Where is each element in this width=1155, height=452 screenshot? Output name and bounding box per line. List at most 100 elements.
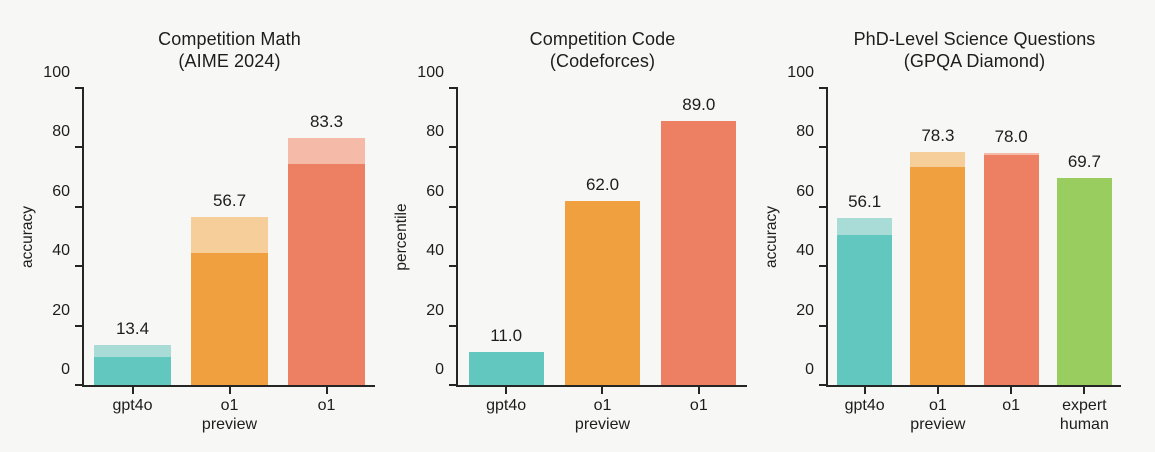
chart-gpqa-diamond: PhD-Level Science Questions (GPQA Diamond… bbox=[760, 0, 1155, 452]
y-tick-label: 80 bbox=[52, 123, 70, 141]
bar-total-o1 bbox=[288, 137, 365, 385]
chart-title-line1: PhD-Level Science Questions bbox=[853, 29, 1096, 49]
y-tick-label: 60 bbox=[426, 182, 444, 200]
bar-o1: 89.0 o1 bbox=[661, 88, 737, 414]
chart-title-line2: (AIME 2024) bbox=[178, 51, 281, 71]
bar-value-label: 69.7 bbox=[1067, 152, 1101, 171]
x-tick-label: o1 bbox=[1002, 396, 1020, 415]
chart-title-line1: Competition Math bbox=[158, 29, 301, 49]
bar-gpt4o: 13.4 gpt4o bbox=[94, 88, 171, 414]
bar-value-label: 56.7 bbox=[212, 190, 247, 210]
x-tick-mark bbox=[325, 387, 328, 394]
y-axis-label: percentile bbox=[393, 202, 410, 271]
x-tick-mark bbox=[505, 387, 508, 394]
chart-title: Competition Math (AIME 2024) bbox=[84, 28, 375, 72]
x-tick-label: o1 preview bbox=[910, 396, 965, 434]
bar-value-label: 13.4 bbox=[115, 319, 150, 339]
y-tick-mark bbox=[75, 265, 82, 268]
y-tick-mark bbox=[819, 205, 826, 208]
plot-area: 0 20 40 60 80 100 11.0 gpt4o 62.0 o1 preview 89.0 o1 bbox=[417, 65, 747, 433]
bar-solid-gpt4o bbox=[94, 357, 171, 385]
x-axis-line bbox=[456, 385, 747, 387]
bar-value-label: 83.3 bbox=[309, 111, 344, 131]
x-tick-label-line: preview bbox=[201, 416, 258, 433]
bar-value-label: 56.1 bbox=[848, 192, 882, 212]
x-tick-label-line: expert bbox=[1062, 397, 1107, 414]
y-tick-mark bbox=[819, 324, 826, 327]
x-tick-mark bbox=[1010, 387, 1013, 394]
y-tick-mark bbox=[449, 324, 456, 327]
y-tick-mark bbox=[449, 146, 456, 149]
bars-group: 56.1 gpt4o 78.3 o1 preview 78.0 o1 69.7 expert hu… bbox=[828, 88, 1121, 433]
y-tick-mark bbox=[819, 146, 826, 149]
bar-o1-preview: 56.7 o1 preview bbox=[191, 88, 268, 433]
bar-value-label: 78.3 bbox=[921, 126, 955, 146]
chart-title: PhD-Level Science Questions (GPQA Diamond… bbox=[828, 28, 1121, 72]
y-tick-mark bbox=[75, 324, 82, 327]
x-tick-label-line: gpt4o bbox=[844, 397, 885, 414]
x-tick-label-line: o1 bbox=[317, 397, 336, 414]
y-tick-label: 40 bbox=[426, 242, 444, 260]
x-tick-label-line: o1 bbox=[1002, 397, 1021, 414]
y-tick-mark bbox=[75, 205, 82, 208]
x-tick-label: gpt4o bbox=[112, 396, 152, 415]
bars-group: 11.0 gpt4o 62.0 o1 preview 89.0 o1 bbox=[458, 88, 747, 433]
y-tick-mark bbox=[819, 87, 826, 89]
x-tick-mark bbox=[936, 387, 939, 394]
x-tick-label: expert human bbox=[1060, 396, 1109, 434]
x-tick-mark bbox=[131, 387, 134, 394]
y-tick-label: 100 bbox=[787, 64, 814, 81]
bar-solid-o1-preview bbox=[564, 200, 640, 385]
bar-solid-o1 bbox=[661, 120, 737, 385]
x-tick-label-line: o1 bbox=[220, 397, 239, 414]
chart-competition-math: Competition Math (AIME 2024) accuracy 0 20 40… bbox=[0, 0, 390, 452]
x-tick-label: o1 preview bbox=[575, 396, 630, 434]
bar-value-label: 11.0 bbox=[490, 326, 523, 346]
bar-solid-expert-human bbox=[1056, 178, 1112, 385]
y-tick-label: 100 bbox=[417, 64, 444, 81]
y-tick-mark bbox=[449, 87, 456, 89]
bar-total-gpt4o bbox=[468, 352, 544, 385]
y-tick-label: 40 bbox=[796, 242, 814, 260]
y-axis-line bbox=[82, 87, 84, 387]
y-tick-mark bbox=[75, 384, 82, 386]
y-tick-label: 0 bbox=[61, 361, 70, 378]
y-tick-mark bbox=[449, 205, 456, 208]
x-tick-label-line: gpt4o bbox=[112, 397, 153, 414]
y-tick-mark bbox=[449, 384, 456, 386]
y-tick-mark bbox=[819, 384, 826, 386]
y-tick-mark bbox=[449, 265, 456, 268]
bar-solid-o1 bbox=[983, 155, 1039, 385]
x-axis-line bbox=[826, 385, 1121, 387]
chart-title-line2: (GPQA Diamond) bbox=[903, 51, 1046, 71]
chart-title: Competition Code (Codeforces) bbox=[458, 28, 747, 72]
bar-o1-preview: 62.0 o1 preview bbox=[564, 88, 640, 433]
bar-total-o1 bbox=[661, 120, 737, 385]
y-tick-label: 20 bbox=[796, 301, 814, 319]
bar-o1-preview: 78.3 o1 preview bbox=[910, 88, 966, 433]
x-tick-label: o1 bbox=[318, 396, 336, 415]
x-tick-label-line: human bbox=[1059, 416, 1109, 433]
y-tick-mark bbox=[75, 87, 82, 89]
x-tick-label-line: o1 bbox=[689, 397, 708, 414]
x-tick-label: gpt4o bbox=[845, 396, 885, 415]
bar-total-expert-human bbox=[1056, 178, 1112, 385]
bars-group: 13.4 gpt4o 56.7 o1 preview 83.3 o1 bbox=[84, 88, 375, 433]
x-tick-mark bbox=[228, 387, 231, 394]
y-tick-label: 60 bbox=[52, 182, 70, 200]
bar-value-label: 62.0 bbox=[585, 174, 620, 194]
y-tick-label: 60 bbox=[796, 182, 814, 200]
x-axis-line bbox=[82, 385, 375, 387]
bar-total-o1-preview bbox=[910, 152, 966, 385]
bar-solid-o1 bbox=[288, 164, 365, 385]
y-tick-label: 80 bbox=[426, 123, 444, 141]
bar-o1: 78.0 o1 bbox=[983, 88, 1039, 414]
bar-total-gpt4o bbox=[94, 345, 171, 385]
chart-title-line2: (Codeforces) bbox=[549, 51, 656, 71]
plot-area: 0 20 40 60 80 100 56.1 gpt4o 78.3 o1 preview 78.0 o1… bbox=[787, 65, 1121, 433]
chart-competition-code: Competition Code (Codeforces) percentile 0 2… bbox=[390, 0, 760, 452]
x-tick-mark bbox=[697, 387, 700, 394]
bar-total-o1-preview bbox=[191, 216, 268, 385]
y-tick-mark bbox=[75, 146, 82, 149]
y-tick-label: 100 bbox=[43, 64, 70, 81]
